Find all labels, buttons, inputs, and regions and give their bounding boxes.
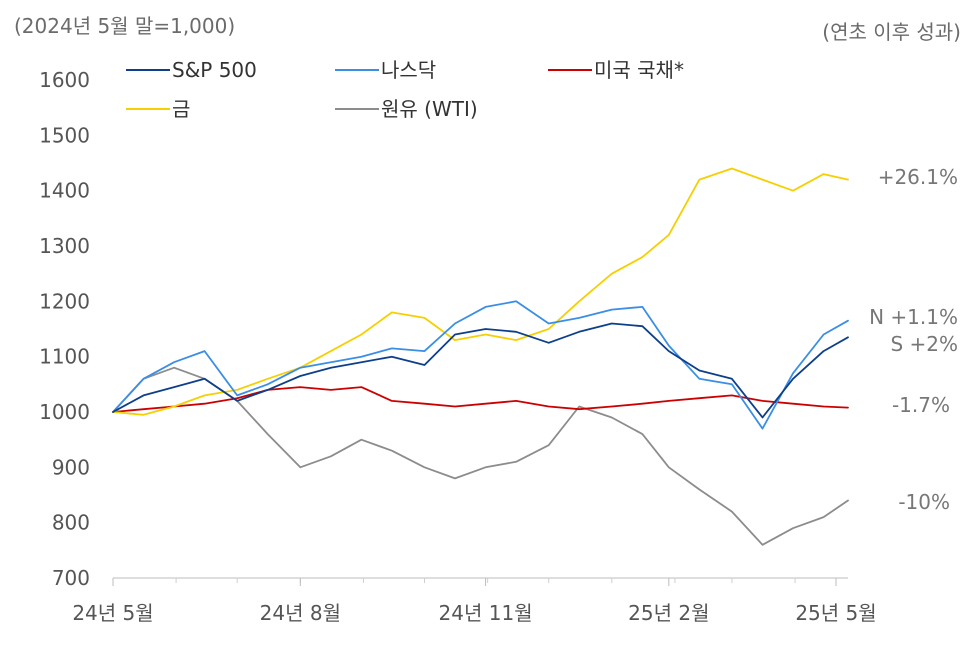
y-tick-label: 1400 [39, 179, 90, 203]
x-axis: 24년 5월 24년 8월 24년 11월 25년 2월 25년 5월 [72, 577, 877, 625]
y-tick-label: 900 [52, 455, 90, 479]
end-label-gold: +26.1% [878, 165, 958, 189]
y-tick-label: 1100 [39, 345, 90, 369]
end-label-sp500: S +2% [890, 332, 958, 356]
x-tick-label: 24년 8월 [260, 601, 341, 625]
legend-label-gold: 금 [172, 97, 190, 121]
end-label-wti: -10% [898, 490, 950, 514]
x-tick-label: 24년 5월 [72, 601, 153, 625]
series-line-sp500 [112, 322, 849, 419]
y-tick-label: 1600 [39, 68, 90, 92]
series-layer [112, 167, 849, 546]
legend-label-wti: 원유 (WTI) [381, 97, 478, 121]
series-line-treasury [112, 386, 849, 413]
legend-label-nasdaq: 나스닥 [381, 58, 436, 82]
y-tick-label: 800 [52, 511, 90, 535]
y-tick-label: 1000 [39, 400, 90, 424]
y-tick-label: 1200 [39, 289, 90, 313]
y-tick-label: 1300 [39, 234, 90, 258]
series-line-gold [112, 167, 849, 416]
performance-note: (연초 이후 성과) [822, 20, 961, 44]
y-axis: 1600 1500 1400 1300 1200 1100 1000 900 800 700 [39, 68, 90, 590]
legend-label-sp500: S&P 500 [172, 58, 257, 82]
y-tick-label: 1500 [39, 123, 90, 147]
end-labels: S +2% N +1.1% -1.7% +26.1% -10% [869, 165, 958, 514]
x-tick-label: 24년 11월 [439, 601, 533, 625]
legend: S&P 500 나스닥 미국 국채* 금 원유 (WTI) [126, 58, 684, 121]
x-tick-label: 25년 2월 [628, 601, 709, 625]
series-line-nasdaq [112, 300, 849, 430]
y-tick-label: 700 [52, 566, 90, 590]
unit-note: (2024년 5월 말=1,000) [14, 14, 236, 38]
x-tick-label: 25년 5월 [795, 601, 876, 625]
end-label-treasury: -1.7% [892, 393, 950, 417]
end-label-nasdaq: N +1.1% [869, 305, 958, 329]
legend-label-treasury: 미국 국채* [594, 58, 684, 82]
